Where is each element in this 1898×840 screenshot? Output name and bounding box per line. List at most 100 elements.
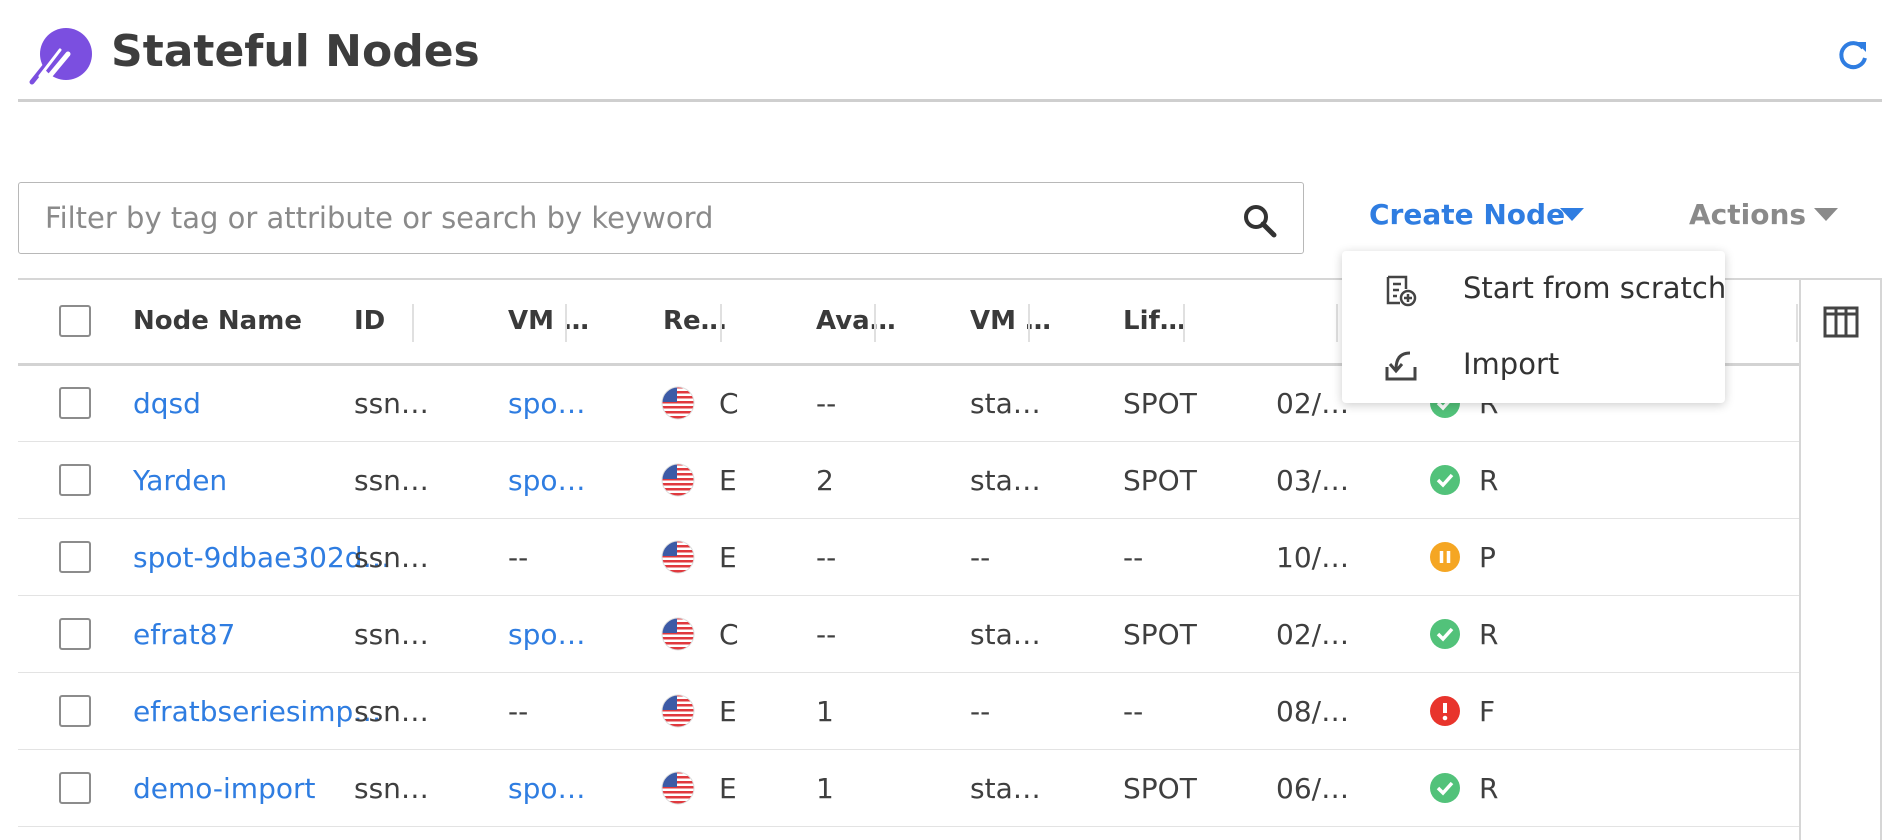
- row-checkbox[interactable]: [59, 541, 91, 573]
- column-picker[interactable]: [1799, 280, 1882, 840]
- page: {"header": {"title": "Stateful Nodes"}, …: [18, 26, 1882, 840]
- refresh-button[interactable]: [1836, 38, 1870, 74]
- divider: [18, 99, 1882, 102]
- caret: [1814, 208, 1838, 221]
- cell: SPOT: [1123, 772, 1197, 805]
- select-all-checkbox[interactable]: [59, 305, 91, 337]
- cell: 02/…: [1276, 387, 1350, 420]
- region-flag: [661, 386, 695, 420]
- cell: sta…: [970, 772, 1041, 805]
- column-header[interactable]: Node Name: [133, 306, 302, 336]
- page-title: Stateful Nodes: [111, 26, 480, 77]
- status-icon: [1429, 541, 1461, 573]
- cell: 10/…: [1276, 541, 1350, 574]
- caret: [1560, 208, 1584, 221]
- button-label: Create Node: [1369, 198, 1566, 231]
- menu-item-label: Start from scratch: [1463, 271, 1727, 305]
- cell: sta…: [970, 387, 1041, 420]
- button-label: Actions: [1689, 198, 1807, 231]
- node-name-link[interactable]: spot-9dbae302d…: [133, 541, 391, 574]
- row-checkbox[interactable]: [59, 464, 91, 496]
- column-separator: [1796, 304, 1798, 342]
- import-icon: [1385, 351, 1417, 381]
- region-flag: [661, 771, 695, 805]
- cell: 02/…: [1276, 618, 1350, 651]
- cell: F: [1479, 695, 1496, 728]
- row-checkbox[interactable]: [59, 772, 91, 804]
- logo: [29, 28, 92, 85]
- cell: --: [970, 695, 991, 728]
- node-name-link[interactable]: efrat87: [133, 618, 236, 651]
- row-checkbox[interactable]: [59, 695, 91, 727]
- column-separator: [720, 304, 722, 342]
- column-separator: [565, 304, 567, 342]
- node-name-link[interactable]: efratbseriesimp…: [133, 695, 382, 728]
- cell: SPOT: [1123, 464, 1197, 497]
- node-name-link[interactable]: demo-import: [133, 772, 316, 805]
- actions-button[interactable]: Actions: [1689, 198, 1806, 231]
- cell[interactable]: spo…: [508, 772, 586, 805]
- columns-icon: [1823, 306, 1859, 338]
- search-icon: [1244, 205, 1277, 238]
- cell: SPOT: [1123, 387, 1197, 420]
- column-header[interactable]: Lif…: [1123, 306, 1186, 336]
- menu-item[interactable]: Import: [1342, 327, 1725, 403]
- table-row: efratbseriesimp… ssn… -- E 1 -- -- 08/… F: [18, 673, 1799, 750]
- cell: C: [719, 618, 739, 651]
- menu-item[interactable]: Start from scratch: [1342, 251, 1727, 327]
- create-node-button[interactable]: Create Node: [1369, 198, 1565, 231]
- status-icon: [1429, 695, 1461, 727]
- cell: 2: [816, 464, 834, 497]
- cell: --: [508, 541, 529, 574]
- cell: P: [1479, 541, 1496, 574]
- cell: --: [508, 695, 529, 728]
- cell: 06/…: [1276, 772, 1350, 805]
- column-separator: [1028, 304, 1030, 342]
- status-icon: [1429, 772, 1461, 804]
- cell[interactable]: spo…: [508, 464, 586, 497]
- cell: sta…: [970, 618, 1041, 651]
- cell[interactable]: spo…: [508, 618, 586, 651]
- cell: ssn…: [354, 618, 429, 651]
- column-header[interactable]: Re…: [663, 306, 727, 336]
- column-header[interactable]: ID: [354, 306, 386, 336]
- cell: ssn…: [354, 464, 429, 497]
- column-header[interactable]: VM …: [508, 306, 590, 336]
- create-node-menu: Start from scratch Import: [1342, 251, 1727, 403]
- cell: 1: [816, 695, 834, 728]
- column-header[interactable]: Ava…: [816, 306, 896, 336]
- cell: --: [816, 541, 837, 574]
- row-checkbox[interactable]: [59, 387, 91, 419]
- cell: C: [719, 387, 739, 420]
- table-row: Yarden ssn… spo… E 2 sta… SPOT 03/… R: [18, 442, 1799, 519]
- cell: E: [719, 464, 737, 497]
- column-separator: [412, 304, 414, 342]
- table-row: efrat87 ssn… spo… C -- sta… SPOT 02/… R: [18, 596, 1799, 673]
- cell: --: [816, 387, 837, 420]
- cell: --: [1123, 541, 1144, 574]
- nodes-table: Node Name ID VM … Re… Ava… VM … Lif… dqsd ssn… s…: [18, 278, 1882, 840]
- node-name-link[interactable]: dqsd: [133, 387, 201, 420]
- cell: E: [719, 695, 737, 728]
- node-name-link[interactable]: Yarden: [133, 464, 228, 497]
- search-box[interactable]: Filter by tag or attribute or search by …: [18, 182, 1304, 254]
- cell: 03/…: [1276, 464, 1350, 497]
- status-icon: [1429, 464, 1461, 496]
- cell: sta…: [970, 464, 1041, 497]
- table-header: Node Name ID VM … Re… Ava… VM … Lif…: [18, 280, 1799, 366]
- region-flag: [661, 540, 695, 574]
- column-separator: [1183, 304, 1185, 342]
- cell[interactable]: spo…: [508, 387, 586, 420]
- row-checkbox[interactable]: [59, 618, 91, 650]
- column-header[interactable]: VM …: [970, 306, 1052, 336]
- cell: 1: [816, 772, 834, 805]
- cell: --: [970, 541, 991, 574]
- table-row: spot-9dbae302d… ssn… -- E -- -- -- 10/… P: [18, 519, 1799, 596]
- cell: E: [719, 541, 737, 574]
- column-separator: [1336, 304, 1338, 342]
- cell: --: [1123, 695, 1144, 728]
- cell: SPOT: [1123, 618, 1197, 651]
- table-row: demo-import ssn… spo… E 1 sta… SPOT 06/… R: [18, 750, 1799, 827]
- region-flag: [661, 463, 695, 497]
- cell: ssn…: [354, 772, 429, 805]
